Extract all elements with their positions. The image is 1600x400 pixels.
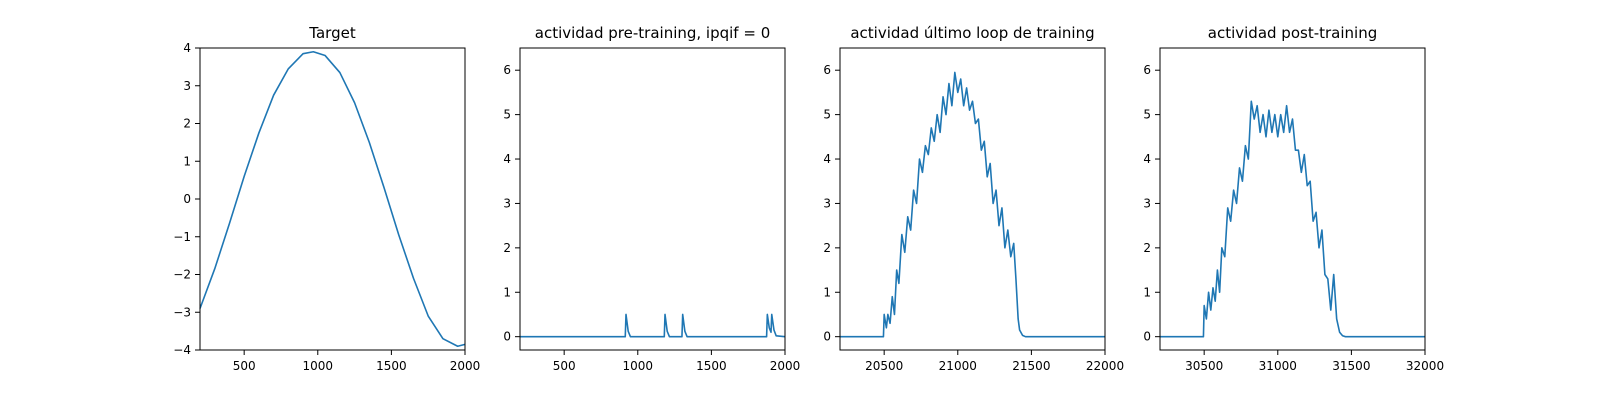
y-tick-label: 1: [823, 285, 831, 299]
x-tick-label: 500: [233, 359, 256, 373]
y-tick-label: 0: [1143, 330, 1151, 344]
x-tick-label: 2000: [450, 359, 481, 373]
series-line: [520, 313, 786, 338]
axes-frame: [1159, 47, 1426, 351]
y-tick-label: 6: [1143, 63, 1151, 77]
y-tick-label: 1: [1143, 285, 1151, 299]
y-tick-label: −4: [173, 343, 191, 357]
x-tick-label: 1500: [376, 359, 407, 373]
x-tick-label: 2000: [770, 359, 801, 373]
y-tick-label: 3: [503, 196, 511, 210]
axes-frame: [839, 47, 1106, 351]
y-tick-label: 4: [183, 41, 191, 55]
x-tick-label: 21500: [1012, 359, 1050, 373]
chart-title: actividad pre-training, ipqif = 0: [535, 24, 771, 42]
x-tick-label: 20500: [865, 359, 903, 373]
chart-title: Target: [308, 24, 356, 42]
y-tick-label: 5: [1143, 108, 1151, 122]
y-tick-label: 0: [503, 330, 511, 344]
chart-panel-1: 500 1000 1500 2000 −4 −3 −2 −1 0 1 2 3 4 Target: [173, 24, 480, 373]
y-tick-label: 4: [1143, 152, 1151, 166]
x-tick-label: 500: [553, 359, 576, 373]
y-tick-label: 1: [503, 285, 511, 299]
y-tick-label: 3: [183, 79, 191, 93]
y-tick-label: 6: [503, 63, 511, 77]
y-tick-label: 4: [823, 152, 831, 166]
y-tick-label: 3: [1143, 196, 1151, 210]
x-tick-label: 32000: [1406, 359, 1444, 373]
y-tick-label: 1: [183, 154, 191, 168]
chart-title: actividad post-training: [1208, 24, 1377, 42]
y-tick-label: 4: [503, 152, 511, 166]
x-tick-label: 30500: [1185, 359, 1223, 373]
y-tick-label: 6: [823, 63, 831, 77]
y-tick-label: 0: [823, 330, 831, 344]
x-tick-label: 22000: [1086, 359, 1124, 373]
x-tick-label: 31500: [1332, 359, 1370, 373]
axes-frame: [199, 47, 466, 351]
x-tick-label: 21000: [939, 359, 977, 373]
series-line: [840, 71, 1105, 338]
y-tick-label: −3: [173, 305, 191, 319]
y-tick-label: 5: [823, 108, 831, 122]
y-tick-label: 2: [503, 241, 511, 255]
x-tick-label: 1500: [696, 359, 727, 373]
y-tick-label: 5: [503, 108, 511, 122]
y-tick-label: 2: [823, 241, 831, 255]
chart-panel-2: 500 1000 1500 2000 0 1 2 3 4 5 6 actividad pre-trai…: [503, 24, 800, 373]
y-tick-label: 2: [183, 117, 191, 131]
chart-title: actividad último loop de training: [850, 24, 1094, 42]
chart-panel-3: 20500 21000 21500 22000 0 1 2 3 4 5 6 actividad últ…: [823, 24, 1124, 373]
y-tick-label: −1: [173, 230, 191, 244]
series-line: [199, 50, 466, 348]
chart-panel-4: 30500 31000 31500 32000 0 1 2 3 4 5 6 actividad pos…: [1143, 24, 1444, 373]
y-tick-label: 3: [823, 196, 831, 210]
x-tick-label: 1000: [303, 359, 334, 373]
series-line: [1160, 100, 1425, 338]
x-tick-label: 31000: [1259, 359, 1297, 373]
axes-frame: [519, 47, 786, 351]
y-tick-label: 2: [1143, 241, 1151, 255]
y-tick-label: −2: [173, 268, 191, 282]
x-tick-label: 1000: [623, 359, 654, 373]
y-tick-label: 0: [183, 192, 191, 206]
